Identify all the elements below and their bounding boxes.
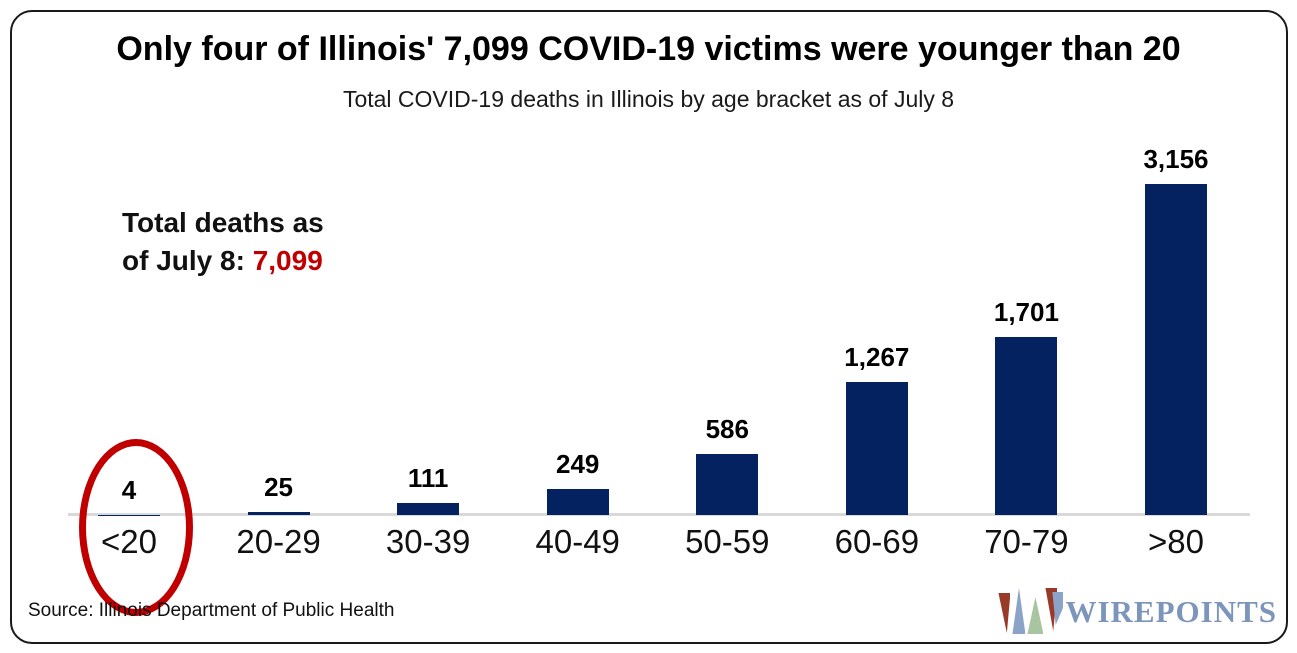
bar-value-label: 1,701 [993,296,1059,327]
wirepoints-logo: WIREPOINTS [998,588,1277,636]
bar-value-label: 25 [264,472,294,503]
bar-value-label: 1,267 [844,342,910,373]
x-axis-line [68,513,1250,516]
logo-triangle-icon [1052,592,1064,625]
source-note: Source: Illinois Department of Public He… [28,600,395,621]
bar-value-label: 3,156 [1143,144,1209,174]
bar [247,512,310,515]
wirepoints-logo-mark [998,588,1064,636]
bar [845,382,908,515]
chart-subtitle: Total COVID-19 deaths in Illinois by age… [342,86,955,112]
x-axis-category-label: >80 [1147,523,1204,560]
x-axis-category-label: 50-59 [685,523,770,560]
bar [1144,184,1207,515]
bar-value-label: 249 [556,448,600,479]
annotation-line-1: Total deaths as [122,207,324,238]
x-axis-category-label: 30-39 [385,523,471,560]
chart-title: Only four of Illinois' 7,099 COVID-19 vi… [116,30,1181,68]
annotation-line-2-prefix: of July 8: [122,245,253,276]
bar-value-label: 111 [407,463,449,494]
x-axis-category-label: 40-49 [535,523,620,560]
bar [397,503,460,515]
logo-triangle-icon [1027,597,1044,634]
bar-value-label: 586 [705,413,749,444]
x-axis-category-label: 60-69 [834,523,920,560]
logo-triangle-icon [1012,588,1026,634]
bar [696,453,759,515]
x-axis-category-label: <20 [101,523,157,560]
wirepoints-logo-text: WIREPOINTS [1065,594,1277,629]
x-axis-category-label: 20-29 [236,523,321,560]
total-deaths-annotation: Total deaths as of July 8: 7,099 [122,204,324,280]
bar [546,488,609,515]
bar [995,336,1058,515]
bar-value-label: 4 [121,474,137,505]
x-axis-category-label: 70-79 [984,523,1069,560]
annotation-total-value: 7,099 [252,245,323,276]
logo-triangle-icon [998,593,1011,633]
